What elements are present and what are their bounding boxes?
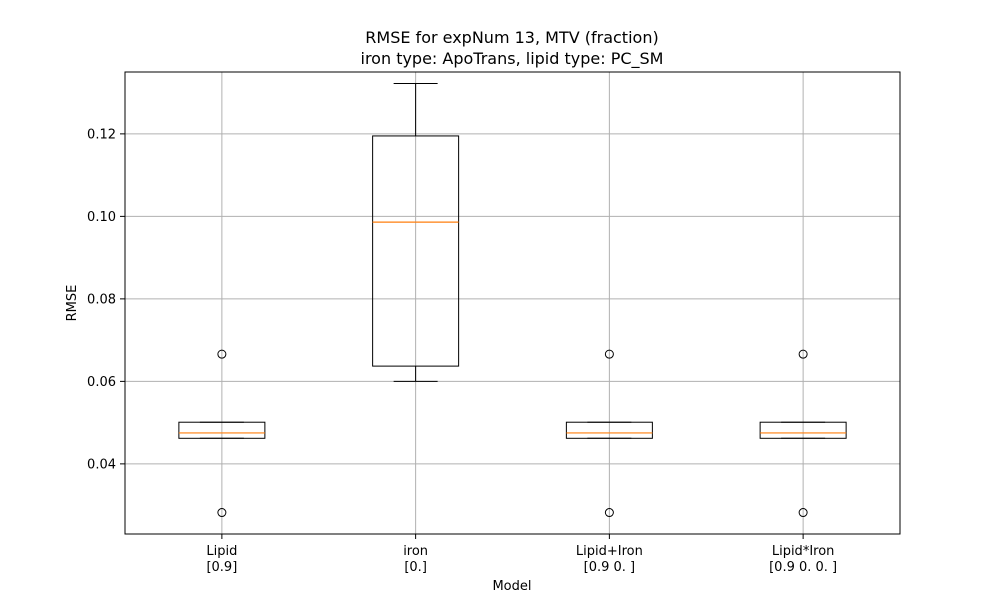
y-tick-label: 0.06 <box>87 375 116 390</box>
y-tick-label: 0.10 <box>87 210 116 225</box>
outlier-point <box>604 349 614 359</box>
y-tick-label: 0.12 <box>87 127 116 142</box>
outlier-point <box>217 508 227 518</box>
x-axis-label: Model <box>492 579 531 594</box>
box-group <box>565 349 653 518</box>
chart-title: RMSE for expNum 13, MTV (fraction) <box>365 28 658 47</box>
chart-subtitle: iron type: ApoTrans, lipid type: PC_SM <box>361 49 664 69</box>
x-tick-label: [0.9 0. ] <box>584 560 636 575</box>
x-tick-label: [0.9] <box>206 560 237 575</box>
x-axis: Lipid[0.9] iron[0.] Lipid+Iron[0.9 0. ] Lip… <box>206 534 837 575</box>
y-axis: 0.04 0.06 0.08 0.10 0.12 <box>87 127 125 472</box>
x-tick-label: iron <box>403 544 428 559</box>
y-tick-label: 0.04 <box>87 457 116 472</box>
box-group <box>372 83 460 382</box>
box-iqr <box>565 421 653 439</box>
box-group <box>178 349 266 518</box>
outlier-point <box>798 349 808 359</box>
y-axis-label: RMSE <box>65 285 80 322</box>
box-iqr <box>178 421 266 439</box>
box-iqr <box>759 421 847 439</box>
grid <box>125 72 900 534</box>
outlier-point <box>798 508 808 518</box>
x-tick-label: [0.] <box>404 560 427 575</box>
outlier-point <box>604 508 614 518</box>
x-tick-label: Lipid*Iron <box>772 544 835 559</box>
x-tick-label: Lipid+Iron <box>576 544 643 559</box>
x-tick-label: Lipid <box>206 544 237 559</box>
plot-area <box>178 83 847 518</box>
axes-frame <box>124 71 901 535</box>
box-group <box>759 349 847 518</box>
x-tick-label: [0.9 0. 0. ] <box>769 560 837 575</box>
outlier-point <box>217 349 227 359</box>
box-iqr <box>372 135 460 367</box>
y-tick-label: 0.08 <box>87 292 116 307</box>
